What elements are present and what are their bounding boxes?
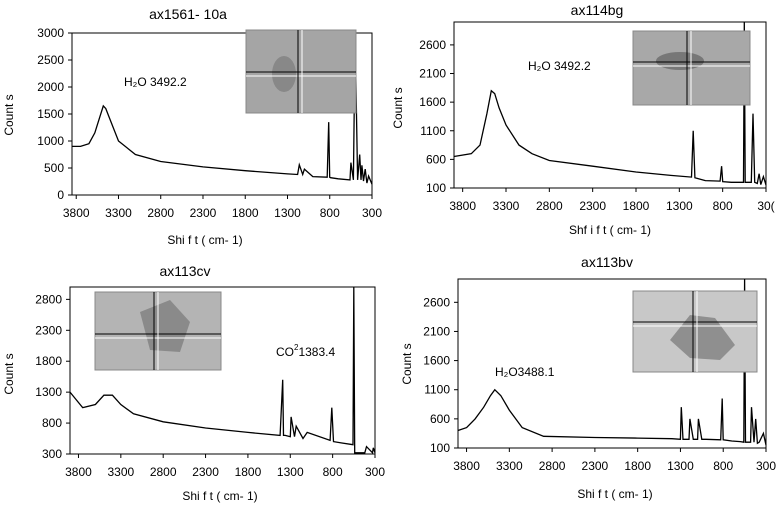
micrograph-inset [245,29,357,114]
spectrum-line [72,32,373,185]
y-axis-label: Count s [400,343,414,384]
peak-annotation: H₂O 3492.2 [528,59,591,73]
y-tick-label: 0 [57,188,64,202]
x-tick-label: 1300 [277,465,304,479]
peak-annotation: H₂O3488.1 [495,365,555,379]
peak-annotation: H₂O 3492.2 [124,75,187,89]
micrograph-inset [632,30,751,106]
x-tick-label: 2300 [192,465,219,479]
y-tick-label: 100 [426,181,446,195]
y-tick-label: 1100 [420,124,446,138]
y-tick-label: 1000 [37,134,64,148]
chart-title: ax113cv [159,263,210,279]
plot-frame [457,278,767,449]
y-tick-label: 800 [42,416,62,430]
peak-annotation: CO21383.4 [276,343,335,359]
x-tick-label: 1800 [624,459,651,473]
x-tick-label: 300 [362,206,382,220]
micrograph-inset [94,291,222,371]
y-tick-label: 1800 [35,354,62,368]
y-tick-label: 2600 [423,295,450,309]
y-tick-label: 2500 [37,53,64,67]
x-tick-label: 2800 [147,206,174,220]
y-tick-label: 1500 [37,107,64,121]
x-axis-label: Shi f t ( cm- 1) [167,233,242,247]
x-tick-label: 2800 [536,199,563,213]
y-tick-label: 1100 [424,383,450,397]
x-tick-label: 800 [713,459,733,473]
y-tick-label: 500 [44,161,64,175]
y-tick-label: 2600 [419,38,446,52]
x-tick-label: 2300 [579,199,606,213]
x-tick-label: 2300 [582,459,609,473]
x-tick-label: 1300 [667,459,694,473]
y-axis-label: Count s [2,94,16,135]
x-tick-label: 3300 [496,459,523,473]
plot-frame [69,286,376,455]
x-tick-label: 800 [320,206,340,220]
x-tick-label: 1800 [235,465,262,479]
x-tick-label: 800 [323,465,343,479]
x-tick-label: 3300 [105,206,132,220]
spectrum-line [457,278,767,446]
y-tick-label: 600 [426,152,446,166]
x-tick-label: 3800 [65,465,92,479]
x-tick-label: 1300 [666,199,693,213]
chart-panel-ax113bv: ax113bv Count s Shi f t ( cm- 1) 100 600 1… [400,254,776,501]
spectrum-line [69,286,376,455]
y-axis-label: Count s [391,87,405,128]
y-axis-label: Count s [2,353,16,394]
y-tick-label: 3000 [37,26,64,40]
chart-title: ax114bg [571,2,624,18]
chart-panel-ax113cv: ax113cv Count s Shi f t ( cm- 1) 300 800 1… [2,263,385,503]
y-tick-label: 300 [42,447,62,461]
x-tick-label: 3800 [63,206,90,220]
x-tick-label: 3300 [107,465,134,479]
y-tick-label: 2100 [423,324,450,338]
x-tick-label: 3800 [453,459,480,473]
x-tick-label: 3800 [449,199,476,213]
y-tick-label: 2800 [35,292,62,306]
x-tick-label: 30( [757,199,774,213]
x-axis-label: Shi f t ( cm- 1) [577,487,652,501]
x-tick-label: 800 [713,199,733,213]
y-tick-label: 1600 [423,354,450,368]
x-tick-label: 1800 [232,206,259,220]
x-tick-label: 2800 [539,459,566,473]
x-tick-label: 3300 [493,199,520,213]
y-tick-label: 600 [430,412,450,426]
x-tick-label: 1300 [274,206,301,220]
chart-title: ax1561- 10a [149,6,227,22]
chart-title: ax113bv [581,254,633,270]
x-tick-label: 2300 [190,206,217,220]
y-tick-label: 1300 [35,385,62,399]
micrograph-inset [632,290,758,373]
chart-panel-ax114bg: ax114bg Count s Shf i f t ( cm- 1) 100 60… [391,2,775,237]
x-axis-label: Shf i f t ( cm- 1) [569,223,651,237]
x-tick-label: 300 [756,459,776,473]
x-axis-label: Shi f t ( cm- 1) [182,489,257,503]
plot-frame [453,21,767,189]
y-tick-label: 100 [430,441,450,455]
y-tick-label: 1600 [419,95,446,109]
y-tick-label: 2100 [419,67,446,81]
x-tick-label: 1800 [623,199,650,213]
x-tick-label: 300 [365,465,385,479]
x-tick-label: 2800 [150,465,177,479]
spectrum-line [453,21,767,186]
y-tick-label: 2300 [35,323,62,337]
y-tick-label: 2000 [37,80,64,94]
chart-panel-ax1561-10a: ax1561- 10a Count s Shi f t ( cm- 1) 0 50… [2,6,382,247]
